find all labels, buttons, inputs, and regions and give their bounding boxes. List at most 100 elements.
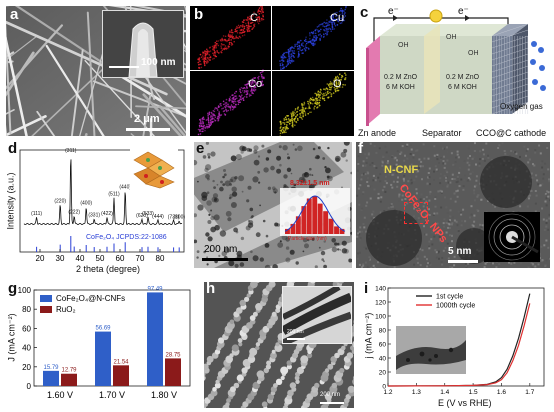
peak-label: (331) <box>88 212 100 218</box>
bar-chart-frame <box>33 289 191 387</box>
lsv-ytick-label: 0 <box>382 384 386 391</box>
scale-bar-h <box>320 402 344 404</box>
bar <box>147 292 163 386</box>
oh-label-3: OH <box>468 50 479 57</box>
peak-label: (400) <box>80 201 92 207</box>
lsv-xlabel: E (V vs RHE) <box>438 398 492 408</box>
bar-chart-ytick-label: 40 <box>22 344 31 353</box>
xrd-pattern-line <box>23 159 183 226</box>
xrd-xtick-label: 50 <box>96 254 105 263</box>
sem-inset-a: 100 nm <box>102 10 184 78</box>
panel-g: 0 20 40 60 80 100 15.79 12.79 1.60 V 56.69 21.54 1.… <box>6 282 196 408</box>
bar <box>95 331 111 386</box>
bar-chart-ytick-label: 0 <box>27 382 32 391</box>
panel-i: 0 20 40 60 80 100 120 140 1.2 1.3 1.4 1.5 1.6 1.7 1st … <box>362 282 550 410</box>
bar-chart-ytick-label: 80 <box>22 305 31 314</box>
peak-label: (511) <box>108 191 120 197</box>
bar <box>61 373 77 386</box>
peak-label: (222) <box>68 210 80 216</box>
nanoparticle <box>366 210 422 266</box>
electrolyte-right-line2: 6 M KOH <box>448 84 477 91</box>
histogram-bar <box>339 228 345 234</box>
xrd-xtick-label: 80 <box>156 254 165 263</box>
histogram-bar <box>334 226 339 234</box>
xrd-ylabel: Intensity (a.u.) <box>6 172 16 230</box>
lsv-legend-label: 1000th cycle <box>436 303 475 310</box>
panel-label-c: c <box>360 4 369 21</box>
eds-label-o: O <box>333 78 342 90</box>
scale-bar-e <box>202 258 248 261</box>
bar-value-label: 21.54 <box>113 359 129 365</box>
lsv-ytick-label: 40 <box>379 356 387 363</box>
bar-value-label: 97.49 <box>147 286 163 292</box>
peak-label: (440) <box>119 184 131 190</box>
electrolyte-left-line1: 0.2 M ZnO <box>384 74 418 81</box>
xrd-plot: (111) (220) (311) (222)(400) (331) (422) (511)… <box>19 148 185 263</box>
saed-inset <box>484 212 540 262</box>
lsv-ytick-label: 120 <box>375 300 386 307</box>
lsv-xtick-label: 1.3 <box>412 389 421 396</box>
bar-chart-ylabel: J (mA cm⁻²) <box>6 313 17 362</box>
electrolyte-right-line1: 0.2 M ZnO <box>446 74 480 81</box>
lsv-ytick-label: 100 <box>375 314 386 321</box>
xrd-xlabel: 2 theta (degree) <box>76 264 141 274</box>
histogram-bar <box>306 198 312 234</box>
bar-value-label: 28.75 <box>165 352 181 358</box>
histogram-fit-curve <box>284 195 346 232</box>
zn-anode-label: Zn anode <box>358 128 397 138</box>
fiber-band <box>194 142 344 232</box>
panel-label-e: e <box>196 140 205 157</box>
xrd-xtick-label: 40 <box>76 254 85 263</box>
scale-label-e: 200 nm <box>204 244 238 255</box>
bar <box>43 370 59 386</box>
panel-label-h: h <box>206 280 216 297</box>
histogram-bar <box>295 216 301 234</box>
histogram-bar <box>323 211 329 234</box>
legend-swatch <box>40 306 52 313</box>
xrd-frame <box>19 149 185 253</box>
panel-h: 200 nm 200 nm <box>204 282 354 408</box>
panel-label-g: g <box>8 280 18 297</box>
inset-scale-label-a: 100 nm <box>141 57 176 68</box>
bar-category-label: 1.80 V <box>151 390 177 400</box>
peak-label: (620) <box>136 213 148 219</box>
electron-label-right: e⁻ <box>458 6 469 17</box>
bar-category-label: 1.70 V <box>99 390 125 400</box>
panel-label-f: f <box>358 140 363 157</box>
panel-label-b: b <box>194 6 204 23</box>
peak-label: (444) <box>152 214 164 220</box>
peak-label: (111) <box>31 211 42 217</box>
xrd-xtick-label: 70 <box>136 254 145 263</box>
eds-maps <box>190 6 354 136</box>
eds-label-cu: Cu <box>330 12 345 24</box>
polarization-curve-chart: 0 20 40 60 80 100 120 140 1.2 1.3 1.4 1.5 1.6 1.7 1st … <box>375 286 545 396</box>
lsv-ytick-label: 60 <box>379 342 387 349</box>
selected-region-box <box>404 202 428 224</box>
bar-chart-ytick-label: 20 <box>22 363 31 372</box>
histogram-bar <box>290 223 296 234</box>
scale-bar-a <box>126 128 170 131</box>
lsv-ytick-label: 20 <box>379 370 387 377</box>
lsv-legend-label: 1st cycle <box>436 294 463 301</box>
oh-label-1: OH <box>398 42 409 49</box>
lsv-xtick-label: 1.7 <box>525 389 534 396</box>
histogram-mean-label: 8.32±1.5 nm <box>290 180 330 187</box>
peak-label: (800) <box>173 215 185 221</box>
ncnf-label: N-CNF <box>384 164 419 176</box>
current-density-bar-chart: 0 20 40 60 80 100 15.79 12.79 1.60 V 56.69 21.54 1.… <box>18 286 191 400</box>
nanoparticle <box>456 228 492 264</box>
lsv-ytick-label: 140 <box>375 286 386 293</box>
bulb-icon <box>429 9 443 23</box>
panel-label-d: d <box>8 140 18 157</box>
lsv-ytick-label: 80 <box>379 328 387 335</box>
peak-label: (311) <box>65 148 77 154</box>
panel-b: C Cu Co O <box>190 6 354 136</box>
bar-chart-ytick-label: 60 <box>22 324 31 333</box>
legend-swatch <box>40 295 52 302</box>
eds-label-c: C <box>250 12 258 24</box>
lsv-series-line <box>387 303 531 387</box>
particle-size-histogram: 8.32±1.5 nm Particle size (nm) <box>280 180 350 244</box>
peak-label: (533) <box>142 211 154 217</box>
legend-label: CoFe₂O₄@N-CNFs <box>56 294 125 303</box>
histogram-bar <box>317 203 323 234</box>
